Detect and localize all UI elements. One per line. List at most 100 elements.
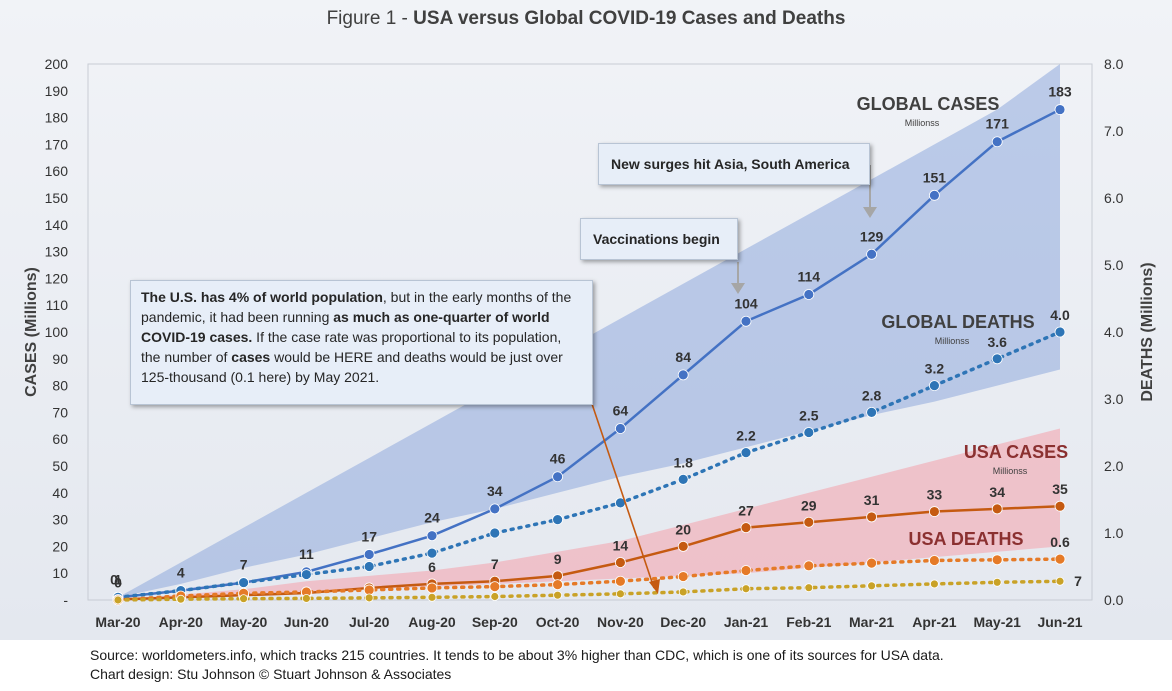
- callout-pop-part6: would be HERE and deaths would be just o…: [141, 349, 563, 385]
- y2-tick-label: 4.0: [1104, 324, 1124, 340]
- y-tick-label: 190: [45, 83, 69, 99]
- data-label-usa_cases: 9: [554, 551, 562, 567]
- data-label-usa_cases: 31: [864, 492, 880, 508]
- point-global_cases: [803, 289, 815, 300]
- data-label-global_cases: 34: [487, 483, 503, 499]
- point-global_deaths: [363, 561, 375, 572]
- data-label-usa_cases: 20: [675, 521, 691, 537]
- data-label-usa_deaths_scaled: 7: [1074, 573, 1082, 589]
- point-usa_deaths_scaled: [490, 592, 500, 601]
- point-global_deaths: [552, 514, 563, 525]
- point-usa_deaths: [552, 579, 563, 590]
- data-labels: 1 47111724344664841041141291511711831.82.…: [110, 84, 1082, 591]
- population-arrow: [589, 397, 655, 589]
- y2-tick-label: 0.0: [1104, 592, 1124, 608]
- point-usa_deaths: [489, 581, 501, 592]
- data-label-global_cases: 11: [299, 546, 314, 562]
- series-line-usa_cases: [116, 504, 1062, 601]
- series-line-global_cases: [116, 108, 1062, 599]
- point-global_cases: [991, 136, 1003, 148]
- data-label-usa-cases-first: 0: [110, 571, 118, 587]
- y2-tick-label: 7.0: [1104, 123, 1124, 139]
- data-label-global_cases: 84: [675, 349, 691, 365]
- x-tick-label: Mar-20: [95, 614, 140, 630]
- data-label-usa_cases: 7: [491, 556, 499, 572]
- point-global_deaths: [238, 577, 250, 588]
- x-tick-label: Dec-20: [660, 614, 706, 630]
- point-usa_deaths: [803, 560, 815, 572]
- data-label-global_deaths: 1.8: [673, 454, 693, 470]
- point-global_cases: [740, 315, 752, 327]
- data-label-global_cases: 104: [734, 295, 758, 311]
- point-usa_deaths: [363, 584, 375, 596]
- x-tick-label: Feb-21: [786, 614, 831, 630]
- point-usa_cases: [866, 511, 877, 523]
- y-tick-label: 50: [52, 458, 68, 474]
- data-label-global_deaths: 2.5: [799, 408, 819, 424]
- y2-tick-label: 2.0: [1104, 458, 1124, 474]
- point-usa_deaths_scaled: [364, 593, 374, 603]
- y-tick-label: 60: [52, 431, 68, 447]
- point-usa_deaths_scaled: [176, 594, 186, 604]
- point-global_cases: [363, 549, 375, 560]
- x-tick-label: Oct-20: [536, 614, 580, 630]
- x-tick-label: May-20: [220, 614, 268, 630]
- x-tick-label: Mar-21: [849, 614, 894, 630]
- point-usa_cases: [1054, 500, 1066, 512]
- x-tick-label: Jan-21: [724, 614, 769, 630]
- band-usa-cases: [118, 428, 1060, 600]
- y-tick-label: 130: [45, 244, 69, 260]
- point-usa_deaths_scaled: [301, 593, 311, 603]
- point-usa_deaths_scaled: [1055, 576, 1065, 586]
- y2-tick-label: 1.0: [1104, 525, 1124, 541]
- data-label-global_cases: 129: [860, 228, 884, 244]
- y-tick-label: 90: [52, 351, 68, 367]
- series-line-usa_deaths_scaled: [116, 579, 1062, 602]
- point-usa_deaths_scaled: [239, 594, 249, 604]
- point-usa_cases: [803, 516, 815, 528]
- data-label-global_deaths: 3.2: [925, 361, 945, 377]
- x-tick-label: Apr-21: [912, 614, 957, 630]
- y-tick-label: 160: [45, 163, 69, 179]
- data-label-global_cases: 4: [177, 565, 185, 581]
- point-usa_deaths_scaled: [427, 592, 437, 602]
- data-label-usa_cases: 0: [114, 574, 122, 590]
- y2-axis-title: DEATHS (Millions): [1139, 262, 1156, 401]
- chart-plot: 1 47111724344664841041141291511711831.82.…: [23, 56, 1156, 630]
- point-usa_deaths_scaled: [992, 577, 1002, 587]
- point-global_cases: [615, 423, 626, 434]
- point-global_deaths: [300, 569, 312, 580]
- point-usa_cases: [677, 541, 689, 552]
- point-usa_deaths: [929, 555, 940, 566]
- callout-pop-part3: as much as one-quarter of world COVID-19…: [141, 309, 550, 345]
- band-global-cases: [118, 64, 1060, 598]
- point-global_deaths: [1054, 326, 1066, 338]
- data-label-global_cases: 7: [240, 557, 248, 573]
- x-tick-label: Jul-20: [349, 614, 390, 630]
- vaccinations-callout: Vaccinations begin: [580, 218, 738, 260]
- point-global_cases: [426, 530, 438, 542]
- callout-pop-part1: The U.S. has 4% of world population: [141, 289, 383, 305]
- y-axis-title: CASES (Millions): [23, 267, 40, 397]
- y-tick-label: 110: [46, 297, 69, 313]
- point-usa_deaths_scaled: [553, 590, 562, 600]
- point-global_cases: [677, 369, 689, 381]
- y-tick-label: 170: [45, 136, 69, 152]
- series-name-global_deaths: GLOBAL DEATHS: [881, 312, 1034, 332]
- data-label-global_cases: 114: [798, 268, 821, 284]
- vaccination-arrowhead: [731, 283, 745, 294]
- data-label-global_cases: 1: [114, 571, 122, 587]
- data-label-global_cases: 183: [1048, 84, 1072, 100]
- data-label-usa_cases: 27: [738, 503, 754, 519]
- y-tick-label: 100: [45, 324, 69, 340]
- x-tick-label: Jun-20: [284, 614, 329, 630]
- data-label-global_cases: 24: [424, 510, 440, 526]
- plot-frame: [87, 63, 1093, 601]
- point-global_cases: [929, 189, 940, 201]
- series-line-usa_deaths: [116, 557, 1062, 602]
- point-global_deaths: [866, 406, 877, 418]
- y2-tick-label: 6.0: [1104, 190, 1124, 206]
- point-usa_deaths_scaled: [867, 581, 876, 591]
- series-points: [112, 104, 1066, 606]
- x-tick-label: Nov-20: [597, 614, 644, 630]
